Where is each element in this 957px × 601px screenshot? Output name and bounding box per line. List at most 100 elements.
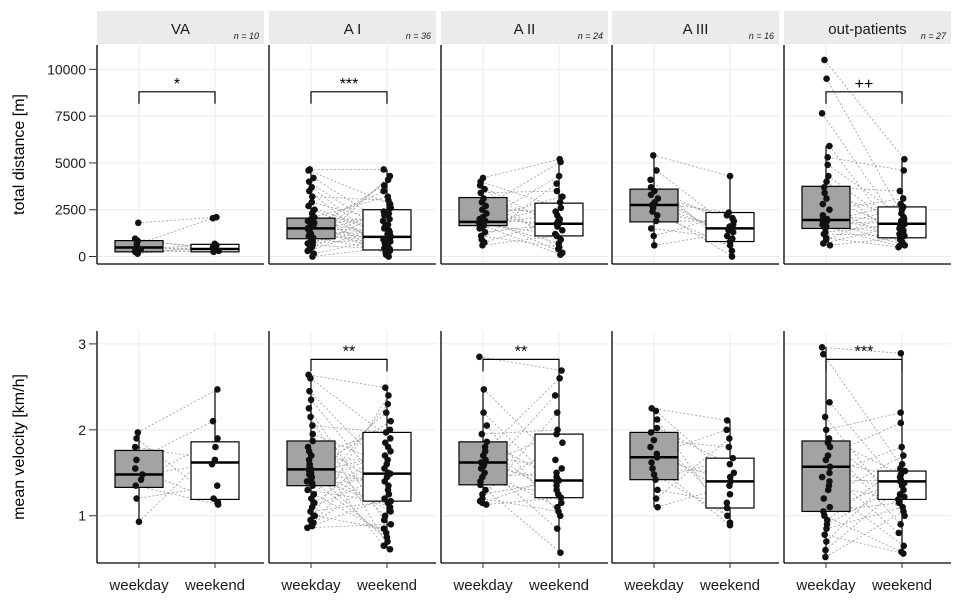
paired-line [309,466,391,512]
significance-label: * [174,76,180,93]
paired-line [307,489,388,504]
data-point [304,486,311,494]
data-point [479,241,486,249]
data-point [653,424,661,432]
data-point [552,456,559,464]
data-point [387,447,394,455]
paired-line [825,223,905,233]
data-point [819,200,827,208]
data-point [729,228,737,236]
significance-bracket [310,91,388,104]
paired-line [829,472,900,534]
data-point [557,549,564,556]
data-point [380,516,388,524]
data-point [134,429,142,436]
paired-line [826,412,901,431]
data-point [380,182,388,189]
data-point [385,253,392,260]
data-point [900,493,908,501]
paired-line [314,196,388,218]
data-point [384,400,392,408]
data-point [483,422,491,429]
data-point [824,161,831,169]
paired-line [826,468,901,542]
data-point [897,419,905,427]
data-point [131,465,139,472]
data-point [305,202,312,210]
paired-line [652,207,733,257]
data-point [559,439,566,447]
significance-label: ** [343,343,355,360]
significance-label: *** [340,76,359,93]
data-point [304,247,311,255]
facet-n-label: n = 16 [749,31,774,41]
paired-line [314,209,388,246]
data-point [901,155,908,163]
data-point [478,430,486,438]
data-point [557,251,564,258]
data-point [133,495,140,502]
data-point [559,193,566,200]
data-point [135,518,143,526]
data-point [384,176,392,184]
paired-line [486,425,561,516]
paired-line [478,175,560,224]
facet-strip [441,11,608,44]
paired-line [485,442,563,491]
y-axis-label: total distance [m] [11,94,28,215]
x-tick-label: weekend [699,577,760,594]
paired-line [310,395,389,521]
data-point [387,521,395,528]
data-point [650,241,658,249]
data-point [553,180,560,187]
paired-line [307,523,391,529]
paired-line [308,374,386,389]
data-point [728,253,736,260]
data-point [307,374,314,382]
data-point [480,409,487,416]
data-point [387,417,395,425]
y-tick-label: 3 [78,336,86,352]
facet-title: A III [683,21,709,38]
paired-line [485,161,561,207]
data-point [823,75,830,82]
paired-line [483,412,557,486]
paired-line [654,190,731,242]
paired-line [825,511,904,558]
paired-line [827,156,904,171]
data-point [654,503,661,511]
paired-line [309,207,391,250]
paired-line [822,346,901,354]
data-point [821,413,829,421]
data-point [726,521,734,529]
data-point [554,223,561,230]
data-point [558,499,565,507]
facet-strip [784,11,951,44]
y-tick-label: 10000 [47,61,86,77]
paired-line [480,484,561,553]
paired-line [482,480,557,495]
data-point [382,384,389,392]
paired-line [482,158,560,179]
data-point [215,247,223,255]
paired-line [480,190,557,194]
data-point [213,482,221,489]
data-point [824,154,831,161]
paired-line [654,231,734,246]
paired-line [310,500,391,512]
paired-line [826,209,903,241]
data-point [824,486,832,494]
data-point [214,501,222,508]
data-point [818,344,826,351]
data-point [381,212,388,219]
paired-line [481,235,560,248]
data-point [305,167,312,174]
paired-line [651,407,728,421]
data-point [726,490,734,498]
data-point [648,459,655,466]
data-point [553,430,560,438]
facet-title: VA [171,21,190,38]
facet-n-label: n = 27 [921,31,947,41]
paired-line [483,225,561,256]
data-point [307,396,315,404]
